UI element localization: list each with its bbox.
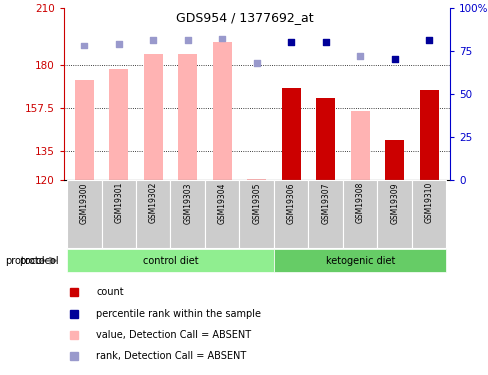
Bar	[377, 180, 411, 248]
Text: control diet: control diet	[142, 256, 198, 266]
Point	[80, 42, 88, 48]
Text: protocol: protocol	[19, 256, 59, 266]
Bar	[411, 180, 446, 248]
Point	[183, 37, 191, 43]
Bar	[143, 54, 163, 180]
Text: GSM19309: GSM19309	[389, 182, 398, 224]
Text: rank, Detection Call = ABSENT: rank, Detection Call = ABSENT	[96, 351, 246, 361]
Point	[252, 60, 260, 66]
Bar	[247, 179, 265, 180]
Text: count: count	[96, 287, 123, 297]
Point	[218, 36, 225, 42]
Text: value, Detection Call = ABSENT: value, Detection Call = ABSENT	[96, 330, 251, 340]
Bar	[316, 98, 334, 180]
Bar	[67, 249, 273, 272]
Text: GSM19302: GSM19302	[148, 182, 158, 224]
Text: GSM19305: GSM19305	[252, 182, 261, 224]
Bar	[212, 42, 231, 180]
Text: GSM19301: GSM19301	[114, 182, 123, 224]
Point	[115, 41, 122, 47]
Bar	[385, 140, 404, 180]
Bar	[239, 180, 273, 248]
Point	[149, 37, 157, 43]
Bar	[109, 69, 128, 180]
Bar	[350, 111, 369, 180]
Text: GDS954 / 1377692_at: GDS954 / 1377692_at	[175, 11, 313, 24]
Text: GSM19307: GSM19307	[321, 182, 329, 224]
Bar	[75, 80, 94, 180]
Text: GSM19300: GSM19300	[80, 182, 89, 224]
Text: GSM19310: GSM19310	[424, 182, 433, 224]
Bar	[178, 54, 197, 180]
Bar	[273, 249, 446, 272]
Bar	[136, 180, 170, 248]
Text: ketogenic diet: ketogenic diet	[325, 256, 394, 266]
Text: GSM19304: GSM19304	[217, 182, 226, 224]
Bar	[102, 180, 136, 248]
Bar	[419, 90, 438, 180]
Bar	[67, 180, 102, 248]
Bar	[308, 180, 342, 248]
Bar	[342, 180, 377, 248]
Bar	[281, 88, 300, 180]
Bar	[204, 180, 239, 248]
Point	[321, 39, 329, 45]
Bar	[273, 180, 308, 248]
Point	[425, 37, 432, 43]
Text: GSM19306: GSM19306	[286, 182, 295, 224]
Text: GSM19303: GSM19303	[183, 182, 192, 224]
Point	[356, 53, 364, 59]
Point	[390, 56, 398, 62]
Text: protocol: protocol	[5, 256, 44, 266]
Text: GSM19308: GSM19308	[355, 182, 364, 224]
Text: percentile rank within the sample: percentile rank within the sample	[96, 309, 261, 319]
Point	[287, 39, 295, 45]
Bar	[170, 180, 204, 248]
